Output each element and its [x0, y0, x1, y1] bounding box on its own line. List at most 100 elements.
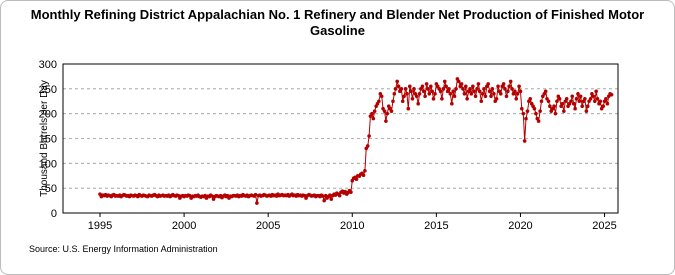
data-point [591, 94, 596, 99]
data-point [480, 92, 485, 96]
data-point [514, 96, 519, 101]
data-point [384, 119, 388, 123]
data-point [515, 92, 520, 96]
data-point [508, 79, 513, 84]
data-point [513, 89, 517, 94]
data-point [361, 173, 366, 178]
data-point [543, 89, 548, 94]
data-point [486, 82, 490, 86]
data-point [395, 79, 399, 84]
data-point [255, 201, 259, 205]
data-point [585, 104, 590, 109]
data-point [421, 89, 426, 94]
data-point [392, 92, 397, 96]
data-point [393, 87, 398, 91]
data-point [546, 99, 551, 104]
data-point [552, 104, 556, 109]
data-point [580, 104, 584, 109]
data-point [417, 92, 422, 96]
series-line [99, 77, 612, 204]
data-point [427, 92, 432, 96]
data-point [496, 84, 500, 89]
data-point [407, 84, 412, 89]
data-point [562, 109, 566, 113]
data-point [431, 96, 436, 101]
data-point [592, 99, 597, 104]
data-point [506, 89, 510, 94]
data-point [400, 99, 405, 104]
data-point [402, 94, 406, 99]
data-point [372, 109, 377, 113]
data-point [399, 87, 404, 91]
data-point [475, 87, 479, 91]
data-point [576, 92, 580, 96]
data-point [584, 109, 589, 113]
data-point [583, 96, 587, 101]
data-point [534, 111, 538, 116]
data-point [524, 116, 528, 121]
data-point [365, 144, 370, 148]
data-point [385, 111, 390, 116]
data-point [548, 104, 552, 109]
data-point [354, 177, 359, 182]
data-point [528, 96, 533, 101]
data-point [321, 194, 325, 198]
data-point [503, 87, 507, 91]
data-point [520, 106, 524, 111]
data-point [454, 87, 458, 91]
x-tick-label: 2015 [424, 220, 448, 232]
data-point [517, 84, 521, 89]
data-point [525, 109, 530, 113]
data-point [337, 193, 342, 198]
data-point [322, 198, 326, 203]
data-point [448, 92, 453, 96]
data-point [555, 99, 559, 104]
data-point [609, 92, 614, 97]
data-point [461, 87, 465, 91]
data-point [501, 82, 506, 86]
data-point [412, 87, 416, 91]
data-point [588, 96, 593, 101]
data-point [462, 92, 467, 96]
data-point [560, 101, 565, 106]
data-point [487, 89, 492, 94]
data-point [577, 99, 582, 104]
data-point [494, 96, 499, 101]
data-point [564, 96, 569, 101]
data-point [409, 89, 413, 94]
data-point [405, 92, 409, 96]
data-point [598, 99, 603, 104]
data-point [370, 111, 374, 116]
data-point [391, 99, 395, 104]
plot-frame [62, 63, 619, 214]
data-point [442, 79, 447, 84]
x-tick-label: 2000 [172, 220, 196, 232]
data-point [490, 87, 495, 91]
data-point [424, 82, 429, 86]
data-point [403, 87, 408, 91]
data-point [498, 92, 503, 96]
y-tick-label: 150 [39, 134, 57, 146]
data-point [570, 94, 575, 99]
y-tick-label: 250 [39, 84, 57, 96]
data-point [522, 139, 527, 143]
data-point [553, 111, 558, 116]
data-point [594, 89, 598, 94]
data-point [414, 94, 419, 99]
data-point [438, 89, 443, 94]
data-point [444, 84, 448, 89]
data-point [447, 87, 451, 91]
data-point [440, 96, 444, 101]
data-point [573, 106, 577, 111]
data-point [459, 82, 464, 86]
y-tick-label: 100 [39, 158, 57, 170]
data-point [483, 94, 488, 99]
data-point [578, 94, 583, 99]
y-tick-label: 50 [45, 183, 57, 195]
data-point [420, 84, 425, 89]
data-point [574, 96, 579, 101]
data-point [469, 92, 474, 96]
data-point [441, 87, 446, 91]
data-point [253, 192, 258, 197]
